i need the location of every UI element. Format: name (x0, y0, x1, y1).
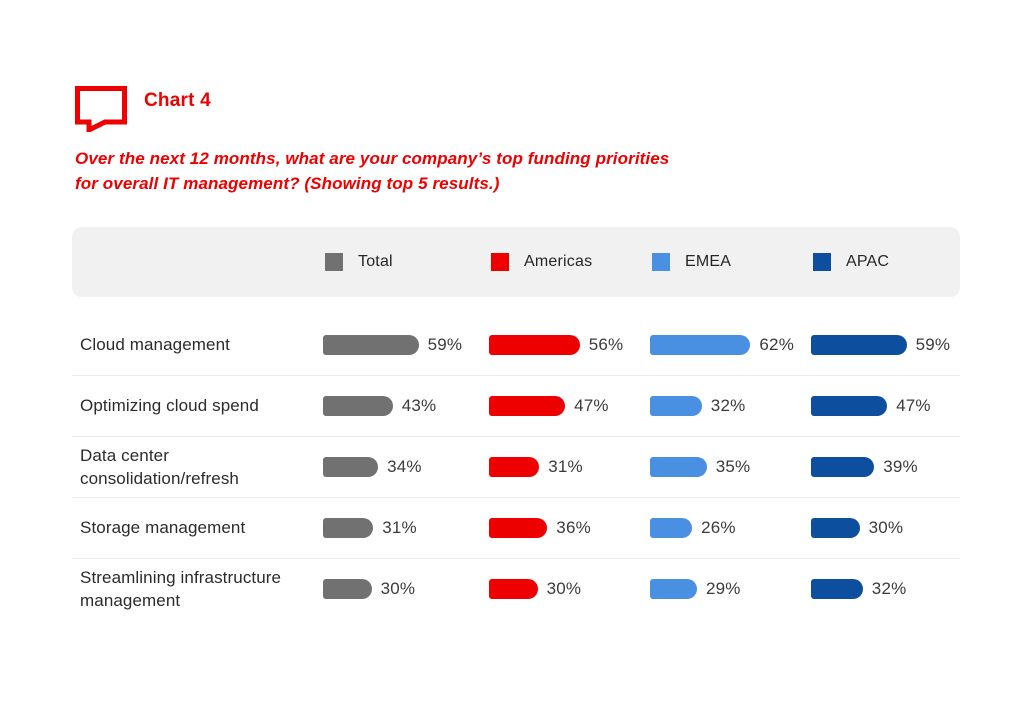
bar-cell-emea: 35% (650, 457, 811, 477)
bar-value: 31% (548, 457, 583, 476)
chart-question-line2: for overall IT management? (Showing top … (75, 174, 500, 194)
chart-question-line1: Over the next 12 months, what are your c… (75, 149, 670, 168)
chart-header: Chart 4 (75, 84, 211, 132)
bar-cell-americas: 30% (489, 579, 650, 599)
table-row: Optimizing cloud spend 43% 47% 32% 47% (72, 376, 960, 437)
bar-value: 47% (574, 396, 609, 415)
legend-label: Total (358, 253, 393, 270)
bar-total (323, 579, 372, 599)
category-label: Optimizing cloud spend (80, 396, 259, 416)
legend-item-total: Total (323, 253, 489, 271)
bar-cell-emea: 29% (650, 579, 811, 599)
bar-americas (489, 396, 566, 416)
legend-label: Americas (524, 253, 593, 270)
bar-value: 34% (387, 457, 422, 476)
legend-item-emea: EMEA (650, 253, 811, 271)
bar-total (323, 335, 419, 355)
bar-value: 47% (896, 396, 931, 415)
bar-americas (489, 518, 548, 538)
bar-emea (650, 457, 707, 477)
bar-cell-americas: 47% (489, 396, 650, 416)
legend-swatch-americas (491, 253, 509, 271)
bar-value: 59% (427, 335, 463, 354)
bar-cell-emea: 32% (650, 396, 811, 416)
category-label: Storage management (80, 518, 246, 538)
bar-cell-americas: 56% (489, 335, 650, 355)
bar-total (323, 396, 393, 416)
bar-emea (650, 518, 693, 538)
bar-total (323, 457, 379, 477)
bar-cell-emea: 62% (650, 335, 811, 355)
bar-value: 39% (883, 457, 918, 476)
chart-rows: Cloud management 59% 56% 62% 59% Optimizing c… (72, 315, 960, 619)
bar-apac (811, 396, 888, 416)
bar-value: 29% (706, 579, 741, 598)
chart-title: Chart 4 (144, 90, 211, 111)
bar-cell-total: 43% (323, 396, 489, 416)
table-row: Cloud management 59% 56% 62% 59% (72, 315, 960, 376)
legend-label: APAC (846, 253, 890, 270)
table-row: Streamlining infrastructure management 30… (72, 559, 960, 619)
bar-apac (811, 457, 875, 477)
bar-apac (811, 518, 860, 538)
bar-cell-emea: 26% (650, 518, 811, 538)
bar-cell-apac: 59% (811, 335, 960, 355)
bar-cell-americas: 31% (489, 457, 650, 477)
bar-value: 35% (715, 457, 751, 476)
bar-cell-apac: 39% (811, 457, 960, 477)
category-label: Streamlining infrastructure management (80, 567, 282, 610)
table-row: Storage management 31% 36% 26% 30% (72, 498, 960, 559)
bar-americas (489, 335, 580, 355)
bar-value: 36% (556, 518, 591, 537)
bar-cell-total: 30% (323, 579, 489, 599)
bar-value: 32% (871, 579, 907, 598)
bar-cell-americas: 36% (489, 518, 650, 538)
bar-emea (650, 579, 697, 599)
bar-americas (489, 579, 538, 599)
legend-item-americas: Americas (489, 253, 650, 271)
chart-question: Over the next 12 months, what are your c… (75, 146, 669, 196)
legend-swatch-apac (813, 253, 831, 271)
bar-value: 30% (868, 518, 904, 537)
bar-value: 59% (915, 335, 951, 354)
bar-value: 31% (382, 518, 417, 537)
table-row: Data center consolidation/refresh 34% 31% 3… (72, 437, 960, 498)
legend-label: EMEA (685, 253, 732, 270)
legend: Total Americas EMEA APAC (72, 227, 960, 297)
bar-cell-total: 34% (323, 457, 489, 477)
bar-emea (650, 335, 751, 355)
bar-cell-total: 31% (323, 518, 489, 538)
bar-apac (811, 335, 907, 355)
speech-bubble-icon (75, 86, 127, 132)
bar-cell-apac: 32% (811, 579, 960, 599)
bar-cell-apac: 30% (811, 518, 960, 538)
bar-value: 30% (546, 579, 582, 598)
bar-total (323, 518, 374, 538)
bar-value: 43% (401, 396, 437, 415)
bar-americas (489, 457, 540, 477)
bar-value: 30% (380, 579, 416, 598)
legend-swatch-total (325, 253, 343, 271)
bar-value: 32% (710, 396, 746, 415)
bar-value: 26% (701, 518, 736, 537)
legend-item-apac: APAC (811, 253, 960, 271)
category-label: Cloud management (80, 335, 230, 355)
bar-value: 56% (588, 335, 624, 354)
legend-swatch-emea (652, 253, 670, 271)
bar-apac (811, 579, 863, 599)
bar-cell-total: 59% (323, 335, 489, 355)
category-label: Data center consolidation/refresh (80, 445, 239, 488)
bar-value: 62% (759, 335, 795, 354)
bar-emea (650, 396, 702, 416)
bar-cell-apac: 47% (811, 396, 960, 416)
